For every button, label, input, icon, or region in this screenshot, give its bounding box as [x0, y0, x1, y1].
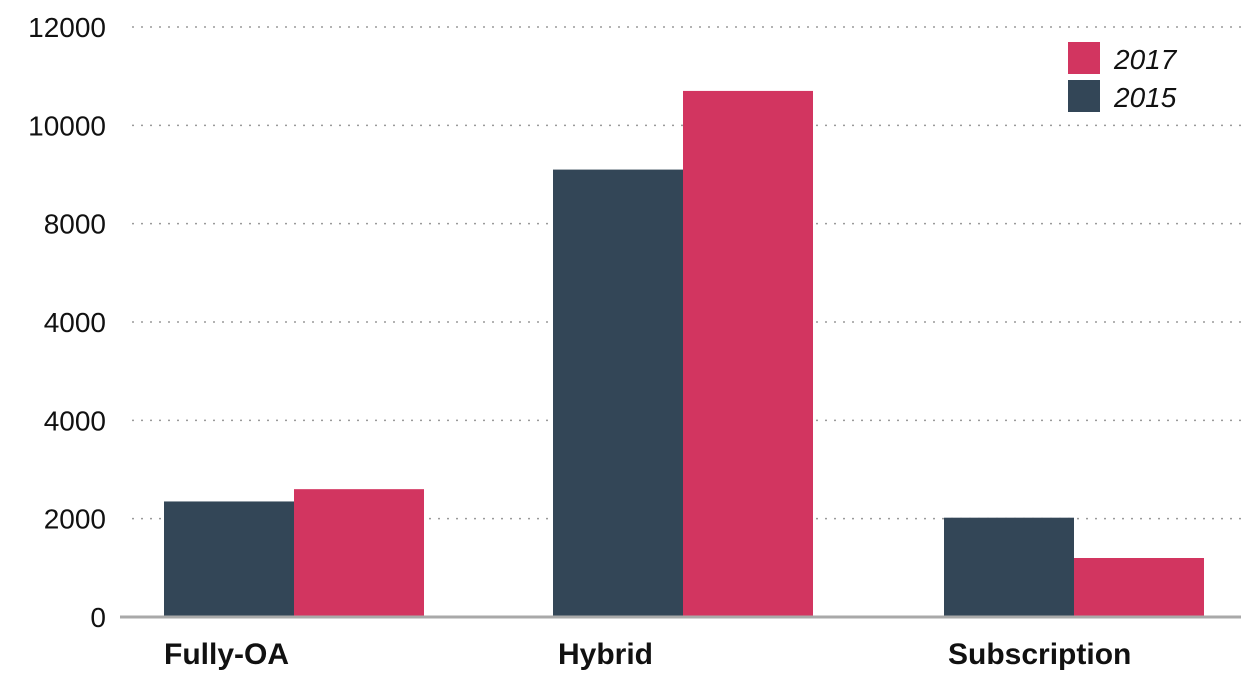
bar-subscription-2017 — [1074, 558, 1204, 617]
bar-hybrid-2017 — [683, 90, 813, 617]
y-tick-label: 8000 — [44, 209, 106, 240]
y-tick-label: 4000 — [44, 307, 106, 338]
y-tick-label: 12000 — [28, 12, 106, 43]
category-labels: Fully-OA Hybrid Subscription — [164, 638, 1131, 671]
legend-swatch-2015 — [1068, 80, 1100, 112]
bar-subscription-2015 — [944, 517, 1074, 617]
y-tick-label: 4000 — [44, 405, 106, 436]
category-label-fully-oa: Fully-OA — [164, 638, 289, 671]
y-tick-label: 10000 — [28, 110, 106, 141]
y-tick-label: 2000 — [44, 504, 106, 535]
bar-hybrid-2015 — [553, 169, 683, 618]
bar-fully-oa-2015 — [164, 501, 294, 617]
bars — [164, 90, 1204, 618]
legend: 2017 2015 — [1068, 42, 1178, 113]
y-tick-label: 0 — [90, 602, 106, 633]
legend-label-2015: 2015 — [1113, 82, 1177, 113]
legend-label-2017: 2017 — [1113, 44, 1178, 75]
bar-fully-oa-2017 — [294, 489, 424, 617]
legend-swatch-2017 — [1068, 42, 1100, 74]
y-axis-tick-labels: 0 2000 4000 4000 8000 10000 12000 — [28, 12, 106, 633]
category-label-hybrid: Hybrid — [558, 638, 653, 671]
category-label-subscription: Subscription — [948, 638, 1131, 671]
